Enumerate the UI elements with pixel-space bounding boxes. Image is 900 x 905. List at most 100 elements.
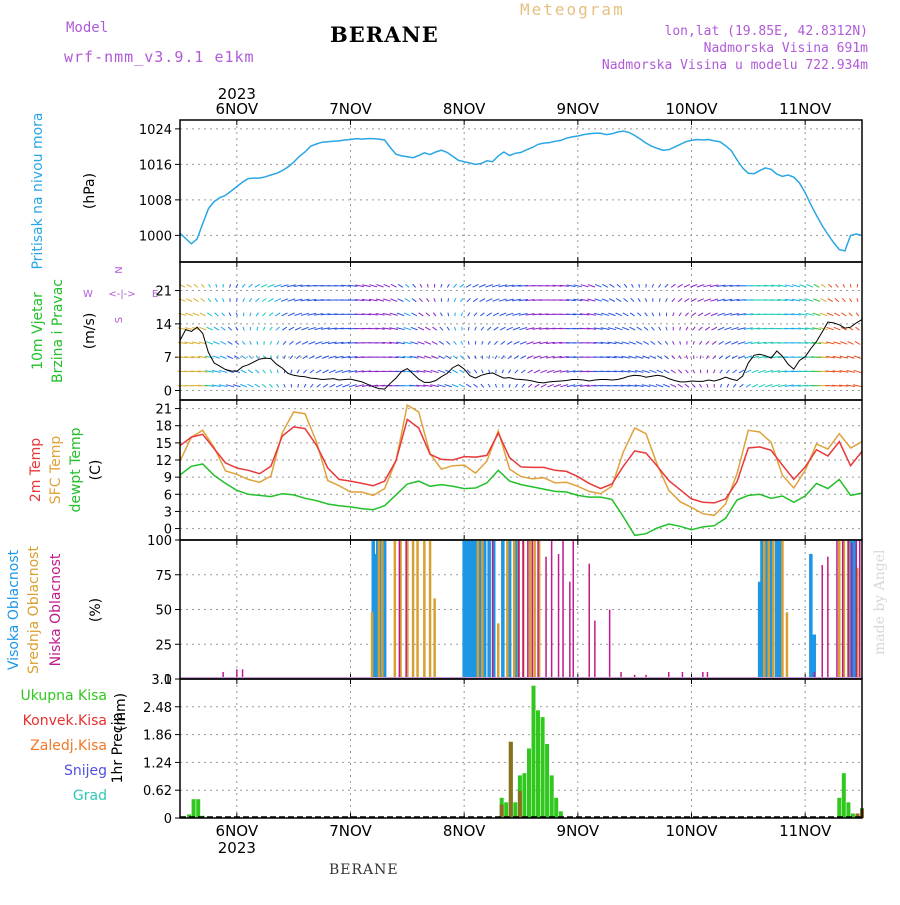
wind-arrow [746, 384, 751, 387]
wind-arrow [281, 299, 288, 302]
wind-arrow [856, 313, 859, 316]
wind-arrow [507, 341, 512, 344]
wind-arrow [759, 384, 765, 387]
wind-arrow [673, 313, 674, 317]
y-tick-label: 0 [164, 812, 172, 827]
wind-arrow [820, 313, 827, 316]
wind-arrow [220, 341, 226, 344]
mid-cloud-bar [838, 540, 841, 679]
wind-arrow [474, 384, 478, 387]
wind-arrow [412, 299, 416, 302]
y-tick-label: 14 [155, 318, 172, 333]
wind-arrow [693, 370, 695, 374]
y-tick-label: 18 [155, 420, 172, 435]
x-tick-label-bottom: 11NOV [779, 822, 832, 840]
credit-watermark: made by Angel [872, 550, 888, 656]
wind-arrow [501, 341, 505, 344]
wind-arrow [433, 313, 436, 316]
wind-arrow [248, 370, 253, 373]
wind-arrow [652, 313, 654, 317]
wind-arrow [507, 327, 513, 330]
mid-cloud-bar [781, 540, 784, 679]
wind-arrow [475, 355, 476, 359]
wind-arrow [208, 298, 211, 301]
wind-arrow [656, 385, 663, 387]
wind-arrow [488, 384, 490, 387]
wind-arrow [229, 313, 231, 317]
y-tick-label: 100 [147, 534, 172, 549]
wind-arrow [821, 284, 826, 287]
wind-arrow [461, 298, 464, 301]
precip-total-bar [545, 744, 549, 818]
x-tick-label-top: 11NOV [779, 100, 832, 118]
low-cloud-bar [518, 540, 520, 679]
wind-arrow [440, 327, 443, 330]
low-cloud-bar [545, 557, 547, 679]
wind-arrow [658, 341, 662, 344]
wind-arrow [717, 313, 725, 315]
x-tick-label-top: 10NOV [665, 100, 718, 118]
wind-arrow [257, 341, 258, 344]
wind-arrow [693, 341, 694, 344]
wind-arrow [842, 313, 847, 316]
wind-arrow [419, 298, 422, 301]
wind-arrow [216, 284, 217, 287]
wind-arrow [678, 370, 682, 373]
wind-arrow [432, 341, 438, 344]
wind-arrow [213, 356, 221, 358]
wind-arrow [547, 384, 553, 387]
wind-arrow [447, 284, 449, 287]
mid-cloud-bar [763, 540, 766, 679]
wind-arrow [700, 355, 701, 359]
wind-arrow [461, 313, 462, 317]
wind-arrow [806, 299, 813, 301]
wind-arrow [528, 384, 532, 387]
wind-arrow [461, 341, 463, 344]
wind-arrow [277, 384, 279, 387]
wind-arrow [417, 342, 424, 344]
wind-arrow [249, 356, 252, 359]
wind-arrow [441, 313, 443, 317]
wind-arrow [509, 384, 510, 388]
high-cloud-bar [487, 540, 491, 679]
wind-arrow [454, 327, 455, 331]
mid-cloud-bar [433, 598, 436, 679]
wind-arrow [842, 298, 845, 301]
wind-arrow [335, 370, 342, 372]
wind-arrow [277, 355, 278, 359]
wind-arrow [275, 299, 281, 302]
wind-arrow [236, 313, 237, 317]
wind-arrow [323, 384, 328, 387]
dewpt-line [180, 464, 862, 535]
mid-cloud-bar [412, 540, 415, 679]
wind-arrow [711, 313, 718, 316]
y-tick-label: 1016 [139, 158, 172, 173]
wind-arrow [269, 313, 273, 316]
wind-arrow [630, 313, 635, 316]
wind-arrow [738, 342, 746, 344]
wind-arrow [201, 284, 204, 287]
wind-arrow [664, 370, 669, 373]
wind-arrow [673, 341, 675, 344]
wind-arrow [250, 313, 251, 317]
wind-arrow [256, 313, 258, 317]
wind-arrow [222, 313, 225, 316]
wind-arrow [276, 327, 280, 330]
wind-arrow [712, 341, 716, 344]
wind-arrow [186, 313, 193, 316]
wind-arrow [427, 284, 428, 288]
pressure-unit-label: (hPa) [82, 173, 98, 209]
wind-arrow [459, 384, 465, 387]
wind-arrow [622, 327, 629, 330]
wind-arrow [752, 384, 758, 387]
wind-arrow [215, 313, 219, 316]
wind-arrow [288, 299, 296, 301]
wind-arrow [615, 327, 622, 329]
wind-arrow [495, 384, 496, 388]
wind-arrow [506, 313, 513, 315]
wind-arrow [632, 284, 634, 287]
wind-arrow [686, 327, 688, 330]
wind-arrow [249, 298, 252, 301]
wind-arrow [659, 284, 661, 287]
